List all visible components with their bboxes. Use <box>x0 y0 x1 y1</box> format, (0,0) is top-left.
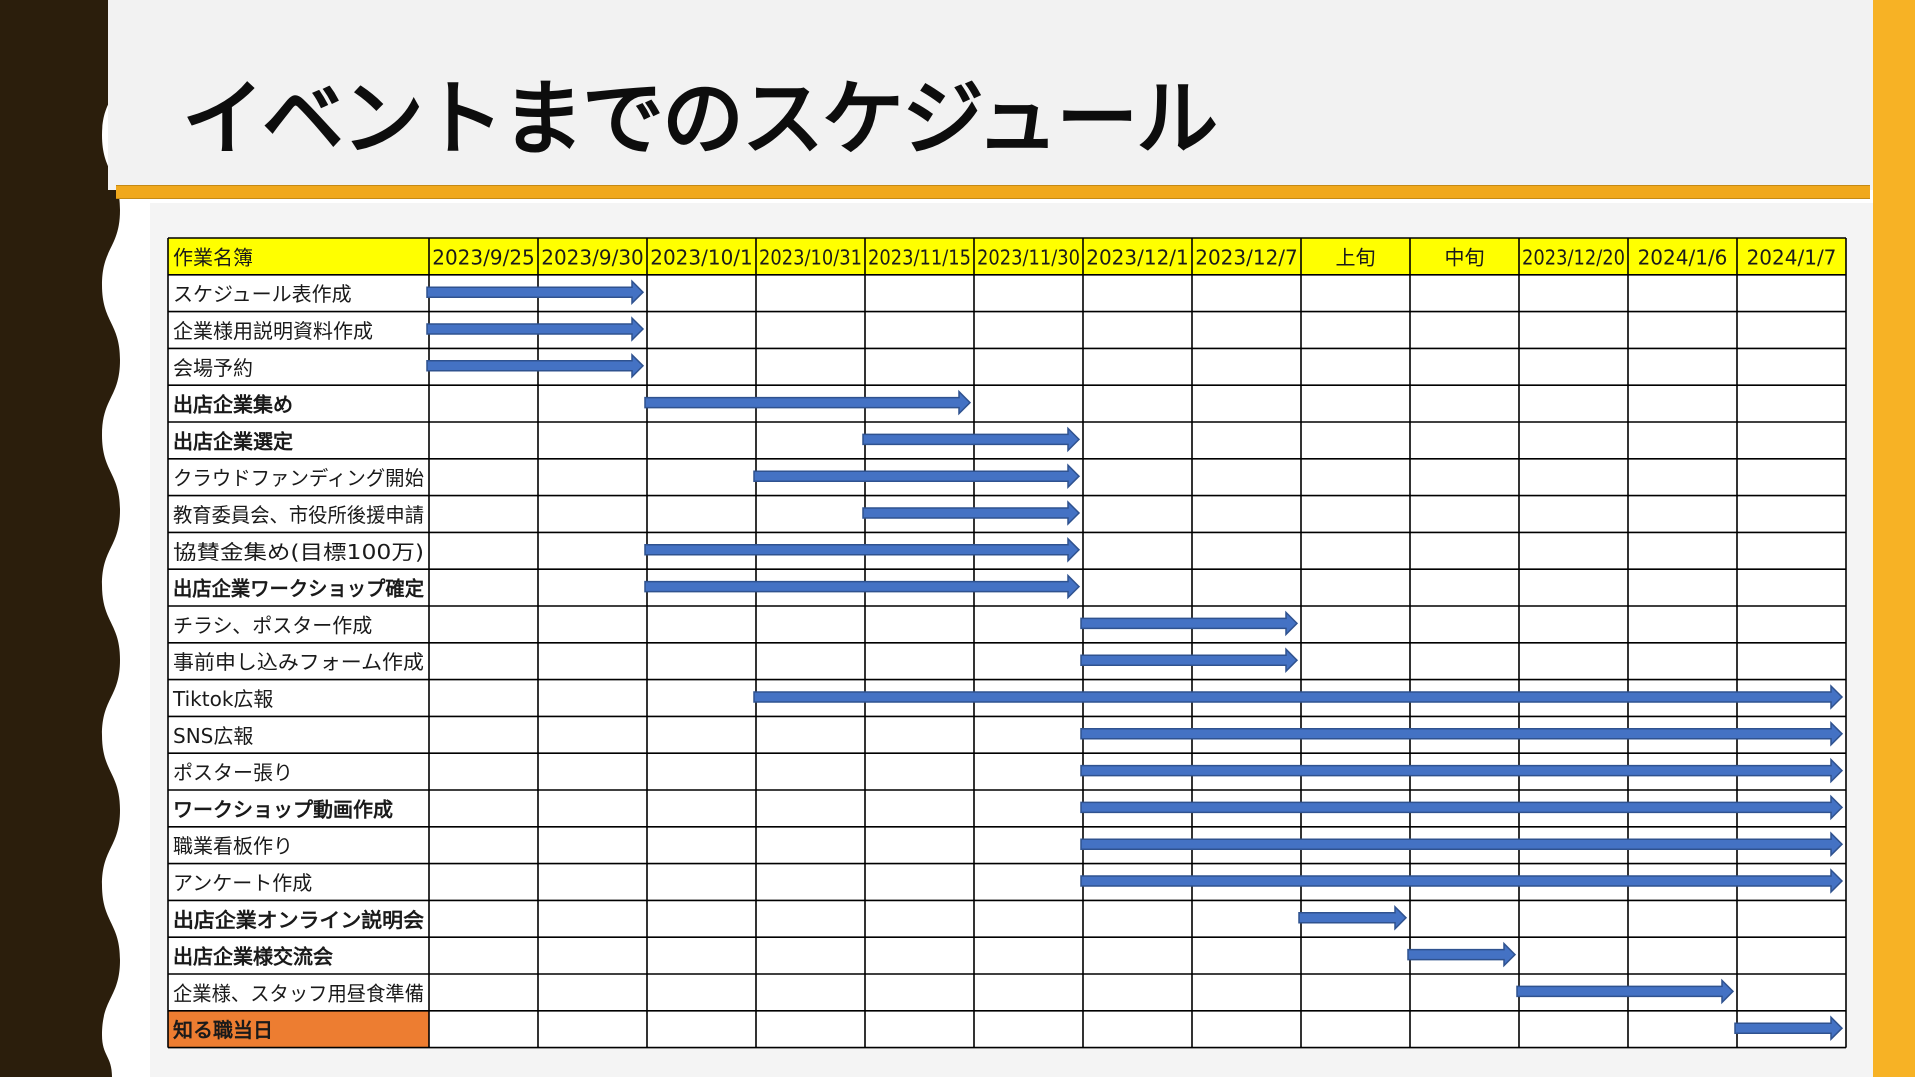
task-name-label: アンケート作成 <box>173 871 312 895</box>
task-name-label: 出店企業選定 <box>173 429 293 453</box>
column-header-label: 2023/12/20 <box>1522 245 1625 269</box>
task-bar-arrow <box>1734 1015 1844 1042</box>
task-bar-arrow <box>1407 941 1517 968</box>
column-header-label: 2023/10/1 <box>650 245 753 269</box>
task-name-label: スケジュール表作成 <box>173 282 352 306</box>
task-bar-arrow <box>1080 831 1844 858</box>
task-bar-arrow <box>426 352 645 379</box>
task-bar-arrow <box>862 500 1081 526</box>
task-name-label: 会場予約 <box>173 356 253 380</box>
task-bar-arrow <box>1080 647 1299 674</box>
task-bar-arrow <box>1080 868 1844 894</box>
task-name-label: 出店企業オンライン説明会 <box>173 908 424 932</box>
slide-title: イベントまでのスケジュール <box>182 71 1218 167</box>
column-header-label: 上旬 <box>1336 245 1376 269</box>
accent-bar <box>1873 0 1915 1077</box>
task-name-label: SNS広報 <box>173 724 253 748</box>
column-header-label: 2023/9/25 <box>432 245 535 269</box>
task-bar-arrow <box>1298 904 1408 931</box>
wave-shape <box>0 0 120 1077</box>
task-bar-arrow <box>1080 757 1844 784</box>
task-name-label: 知る職当日 <box>173 1018 273 1042</box>
column-header-label: 2023/12/1 <box>1086 245 1189 269</box>
header-row-fill <box>168 238 1846 275</box>
task-name-label: 出店企業様交流会 <box>173 945 333 969</box>
column-header-label: 2023/12/7 <box>1195 245 1298 269</box>
task-name-label: クラウドファンディング開始 <box>173 466 424 490</box>
task-bar-arrow <box>753 463 1081 490</box>
task-bar-arrow <box>1516 978 1735 1005</box>
task-name-label: Tiktok広報 <box>172 687 273 711</box>
task-name-label: 出店企業ワークショップ確定 <box>173 577 424 601</box>
task-name-label: ポスター張り <box>173 761 293 785</box>
task-bar-arrow <box>1080 794 1844 821</box>
corner-header-label: 作業名簿 <box>173 245 253 269</box>
column-header-label: 2023/11/30 <box>977 245 1080 269</box>
task-name-label: 協賛金集め(目標100万) <box>173 540 424 564</box>
task-name-label: ワークショップ動画作成 <box>173 797 393 821</box>
task-bar-arrow <box>644 389 972 416</box>
task-bar-arrow <box>753 684 1844 710</box>
task-name-label: 企業様、スタッフ用昼食準備 <box>173 981 424 1005</box>
schedule-gantt-table: 作業名簿 2023/9/25 2023/9/30 2023/10/1 2023/10/3… <box>167 237 1847 1049</box>
task-name-label: 企業様用説明資料作成 <box>173 319 373 343</box>
task-name-label: 教育委員会、市役所後援申請 <box>173 503 424 527</box>
column-header-label: 2023/9/30 <box>541 245 644 269</box>
title-area <box>108 0 1873 190</box>
highlight-cell <box>168 1010 429 1048</box>
decorative-wave-band <box>0 0 120 1077</box>
column-header-label: 2024/1/7 <box>1747 245 1837 269</box>
column-header-label: 2023/11/15 <box>868 245 971 269</box>
column-header-label: 2024/1/6 <box>1638 245 1728 269</box>
task-bar-arrow <box>644 573 1081 600</box>
task-bar-arrow <box>426 316 645 342</box>
task-bar-arrow <box>1080 610 1299 637</box>
task-bar-arrow <box>644 536 1081 563</box>
task-bar-arrow <box>1080 720 1844 747</box>
task-name-label: 出店企業集め <box>173 393 293 417</box>
task-name-label: 事前申し込みフォーム作成 <box>173 650 424 674</box>
column-header-label: 中旬 <box>1445 245 1485 269</box>
task-bar-arrow <box>426 279 645 306</box>
title-underline <box>116 185 1870 199</box>
column-header-label: 2023/10/31 <box>759 245 862 269</box>
task-name-label: チラシ、ポスター作成 <box>173 613 372 637</box>
task-bar-arrow <box>862 426 1081 453</box>
task-name-label: 職業看板作り <box>173 834 293 858</box>
